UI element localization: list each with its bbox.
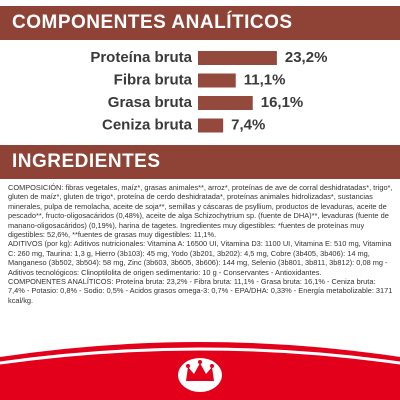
paragraph: COMPOSICIÓN: fibras vegetales, maíz*, gr… [8,183,393,240]
section-header: COMPONENTES ANALÍTICOS [0,6,400,40]
ingredients-text: COMPOSICIÓN: fibras vegetales, maíz*, gr… [8,183,394,305]
paragraph: ADITIVOS (por kg): Aditivos nutricionale… [8,239,392,277]
logo [178,358,222,392]
value-label: 11,1% [244,71,286,88]
bar [198,51,277,65]
section-header: INGREDIENTES [0,145,400,179]
nutrient-label: Fibra bruta [114,71,193,88]
bar [198,96,253,110]
paragraph: COMPONENTES ANALÍTICOS: Proteína bruta: … [8,277,393,305]
nutrient-label: Ceniza bruta [102,116,193,133]
nutrient-label: Grasa bruta [108,94,193,111]
footer-curve [0,347,400,365]
brand-footer [0,342,400,400]
value-label: 16,1% [261,94,304,111]
nutrient-bars: Proteína bruta 23,2% Fibra bruta 11,1% Grasa… [90,49,328,134]
nutrient-label: Proteína bruta [90,49,192,66]
value-label: 7,4% [231,116,265,133]
bar [198,73,236,88]
bar [198,118,224,133]
value-label: 23,2% [285,49,328,66]
